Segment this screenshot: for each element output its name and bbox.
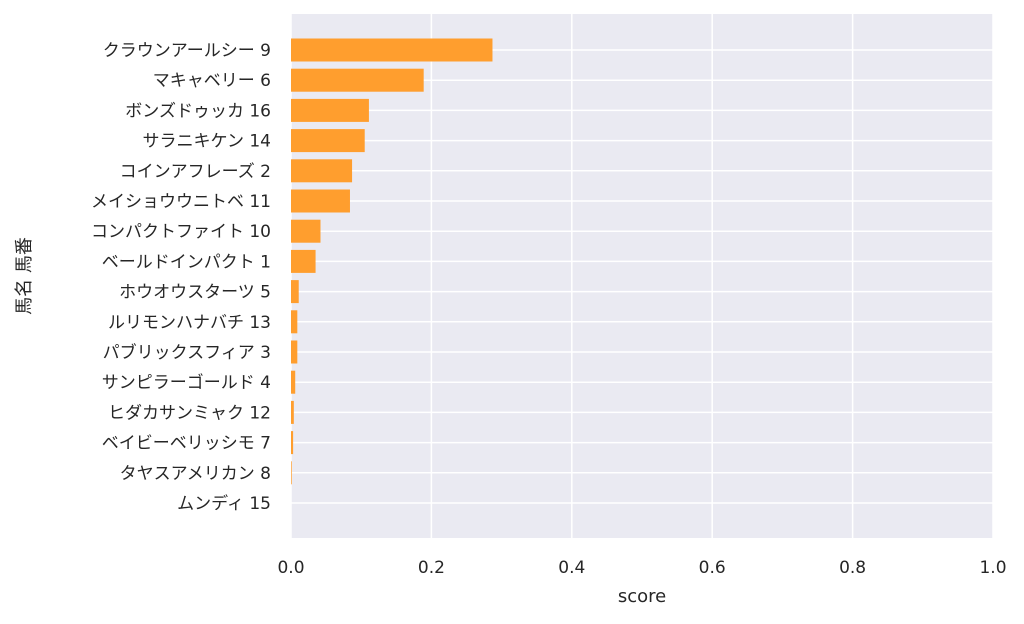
bar-10 (291, 340, 298, 364)
x-axis-label: score (618, 586, 666, 607)
x-tick-label-2: 0.4 (558, 558, 585, 578)
x-tick-label-4: 0.8 (839, 558, 866, 578)
y-tick-label-13: ベイビーベリッシモ 7 (102, 434, 271, 454)
bar-3 (291, 129, 365, 153)
plot-area-background (291, 14, 993, 538)
y-tick-label-5: メイショウウニトベ 11 (91, 192, 271, 212)
y-tick-label-1: マキャベリー 6 (153, 71, 271, 91)
y-tick-label-9: ルリモンハナバチ 13 (108, 313, 271, 333)
bar-0 (291, 38, 493, 62)
y-tick-label-10: パブリックスフィア 3 (103, 342, 271, 363)
x-tick-label-3: 0.6 (699, 558, 726, 578)
y-tick-label-12: ヒダカサンミャク 12 (108, 403, 271, 423)
bar-14 (291, 461, 292, 485)
bars (291, 38, 493, 485)
bar-7 (291, 249, 316, 273)
y-tick-label-7: ベールドインパクト 1 (102, 252, 271, 272)
y-tick-label-11: サンピラーゴールド 4 (102, 372, 271, 393)
y-tick-label-8: ホウオウスターツ 5 (119, 283, 271, 303)
grid-lines (290, 14, 994, 538)
bar-1 (291, 68, 424, 92)
bar-5 (291, 189, 350, 213)
y-tick-label-3: サラニキケン 14 (142, 132, 271, 152)
y-tick-label-2: ボンズドゥッカ 16 (125, 101, 271, 121)
bar-8 (291, 280, 299, 304)
y-tick-label-15: ムンディ 15 (177, 493, 271, 514)
bar-6 (291, 219, 321, 243)
x-tick-label-1: 0.2 (418, 558, 445, 578)
bar-2 (291, 98, 369, 122)
x-tick-labels: 0.0 0.2 0.4 0.6 0.8 1.0 (277, 558, 1006, 578)
y-tick-label-4: コインアフレーズ 2 (120, 162, 271, 182)
y-tick-label-14: タヤスアメリカン 8 (120, 464, 271, 484)
y-tick-label-0: クラウンアールシー 9 (103, 41, 271, 61)
bar-13 (291, 431, 294, 455)
bar-4 (291, 159, 353, 183)
x-tick-label-0: 0.0 (277, 558, 304, 578)
bar-9 (291, 310, 298, 334)
bar-11 (291, 370, 296, 394)
x-tick-label-5: 1.0 (979, 558, 1006, 578)
y-tick-label-6: コンパクトファイト 10 (91, 222, 271, 242)
bar-12 (291, 400, 294, 424)
y-axis-label: 馬名 馬番 (14, 237, 35, 315)
y-tick-labels: クラウンアールシー 9 マキャベリー 6 ボンズドゥッカ 16 サラニキケン 14 コイ… (91, 41, 271, 514)
